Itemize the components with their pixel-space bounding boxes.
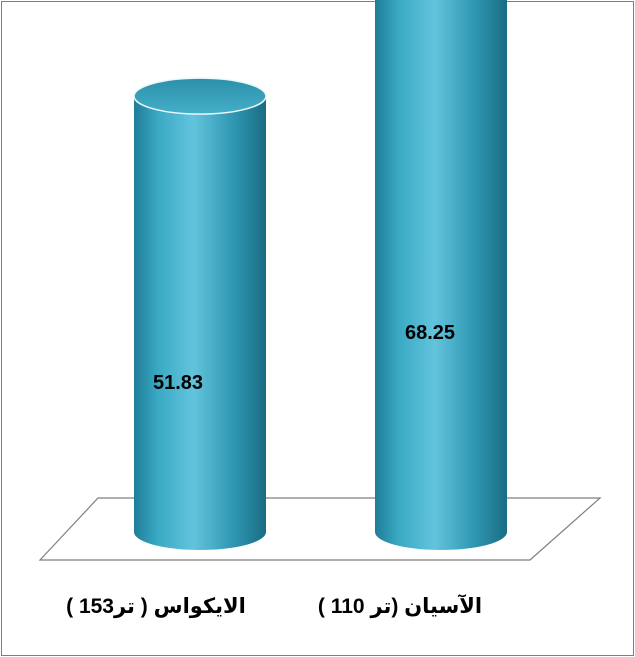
bar-2: [375, 0, 507, 550]
category-label-1: الايكواس ( تر153 ): [66, 595, 246, 618]
data-label-2: 68.25: [405, 322, 455, 344]
category-label-2: الآسيان (تر 110 ): [318, 594, 482, 618]
bar-body-1: [134, 96, 266, 550]
labels-layer: 51.83 الايكواس ( تر153 ) 68.25 الآسيان (تر …: [66, 322, 482, 618]
data-label-1: 51.83: [153, 372, 203, 394]
bar-1: [133, 77, 267, 550]
bar-top-1: [133, 77, 267, 115]
bars-layer: [133, 0, 507, 550]
bar-body-2: [375, 0, 507, 550]
chart-floor: [38, 497, 602, 561]
